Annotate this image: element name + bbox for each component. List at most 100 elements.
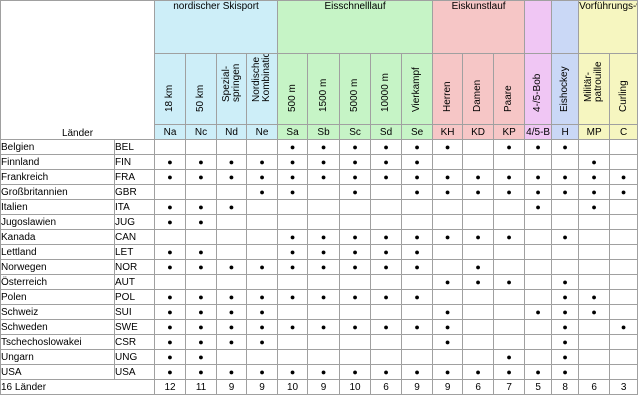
participation-cell — [432, 199, 464, 215]
event-code: Se — [401, 124, 434, 140]
participation-cell — [551, 259, 580, 275]
participation-cell — [216, 274, 248, 290]
participation-cell: ● — [277, 229, 309, 245]
participation-dot: ● — [591, 292, 597, 302]
event-name: Eishockey — [559, 66, 571, 112]
participation-dot: ● — [506, 142, 512, 152]
participation-dot: ● — [289, 247, 296, 257]
event-header: Curling — [609, 53, 639, 125]
participation-dot: ● — [475, 232, 481, 242]
participation-cell: ● — [154, 154, 187, 170]
participation-cell — [578, 259, 611, 275]
participation-cell — [493, 319, 526, 335]
participation-cell: ● — [401, 169, 434, 185]
participation-cell: ● — [277, 184, 309, 200]
participation-cell — [524, 289, 553, 305]
country-name: Jugoslawien — [0, 214, 115, 230]
participation-dot: ● — [259, 337, 265, 347]
event-total: 3 — [609, 379, 639, 395]
participation-cell: ● — [493, 274, 526, 290]
table-body: Belgien BEL ● ● ● ● ● ● ● ● ● Finnland FIN ● ● ● ● ● ● ● ● ● ●… — [0, 139, 639, 380]
participation-cell: ● — [551, 169, 580, 185]
participation-cell: ● — [216, 364, 248, 380]
participation-cell: ● — [462, 169, 495, 185]
participation-dot: ● — [383, 262, 389, 272]
participation-cell: ● — [370, 259, 403, 275]
participation-cell — [370, 349, 403, 365]
participation-cell: ● — [462, 229, 495, 245]
participation-cell — [493, 199, 526, 215]
participation-dot: ● — [535, 187, 541, 197]
participation-cell — [578, 274, 611, 290]
country-code: FIN — [113, 154, 156, 170]
table-row: Großbritannien GBR ● ● ● ● ● ● ● ● ● ● ● — [0, 184, 639, 200]
participation-cell — [216, 229, 248, 245]
participation-dot: ● — [414, 292, 420, 302]
participation-cell — [370, 304, 403, 320]
participation-cell — [524, 334, 553, 350]
table-row: Italien ITA ● ● ● ● ● — [0, 199, 639, 215]
event-name: Herren — [441, 81, 453, 112]
participation-cell: ● — [185, 364, 218, 380]
event-header: 5000 m — [339, 53, 372, 125]
participation-cell — [462, 349, 495, 365]
participation-cell — [246, 244, 279, 260]
table-row: Kanada CAN ● ● ● ● ● ● ● ● ● — [0, 229, 639, 245]
table-row: Norwegen NOR ● ● ● ● ● ● ● ● ● ● — [0, 259, 639, 275]
participation-dot: ● — [167, 217, 173, 227]
participation-dot: ● — [475, 367, 481, 377]
participation-cell: ● — [401, 319, 434, 335]
event-header: Paare — [493, 53, 526, 125]
participation-dot: ● — [259, 187, 265, 197]
participation-cell: ● — [432, 169, 464, 185]
event-name: 1500 m — [317, 78, 329, 112]
participation-cell — [609, 214, 639, 230]
event-total: 9 — [216, 379, 248, 395]
participation-cell: ● — [246, 364, 279, 380]
event-total: 6 — [462, 379, 495, 395]
event-name: 18 km — [164, 84, 176, 112]
participation-cell — [216, 349, 248, 365]
participation-cell — [185, 229, 218, 245]
participation-cell: ● — [307, 229, 341, 245]
event-header: Herren — [432, 53, 464, 125]
event-name: Paare — [503, 85, 515, 112]
participation-dot: ● — [562, 277, 568, 287]
participation-cell — [246, 229, 279, 245]
participation-dot: ● — [289, 187, 296, 197]
table-row: Schweden SWE ● ● ● ● ● ● ● ● ● ● ● ● — [0, 319, 639, 335]
participation-cell: ● — [307, 319, 341, 335]
participation-cell — [432, 244, 464, 260]
participation-cell — [524, 319, 553, 335]
participation-dot: ● — [414, 157, 420, 167]
participation-cell: ● — [154, 214, 187, 230]
participation-cell — [401, 199, 434, 215]
participation-cell — [339, 304, 372, 320]
participation-cell — [401, 214, 434, 230]
participation-cell — [578, 334, 611, 350]
participation-cell: ● — [609, 184, 639, 200]
participation-cell: ● — [551, 184, 580, 200]
participation-dot: ● — [444, 232, 451, 242]
participation-cell — [307, 274, 341, 290]
participation-dot: ● — [475, 187, 481, 197]
participation-dot: ● — [259, 292, 265, 302]
participation-cell — [609, 349, 639, 365]
participation-cell — [307, 184, 341, 200]
event-code: 4/5-B — [524, 124, 553, 140]
participation-cell: ● — [307, 364, 341, 380]
participation-cell: ● — [154, 349, 187, 365]
discipline-header-demo: Vorführungs-wettbewerbe — [578, 0, 639, 54]
event-total: 8 — [551, 379, 580, 395]
participation-cell — [185, 184, 218, 200]
table-row: Ungarn UNG ● ● ● ● — [0, 349, 639, 365]
event-header: Spezial-springen — [216, 53, 248, 125]
participation-cell — [185, 274, 218, 290]
event-code-row: Na Nc Nd Ne Sa Sb Sc Sd Se KH KD KP 4/5-B H MP C — [1, 124, 639, 140]
participation-cell — [246, 349, 279, 365]
participation-cell — [432, 214, 464, 230]
participation-dot: ● — [167, 202, 173, 212]
participation-dot: ● — [444, 277, 451, 287]
event-total: 10 — [277, 379, 309, 395]
participation-cell — [493, 154, 526, 170]
